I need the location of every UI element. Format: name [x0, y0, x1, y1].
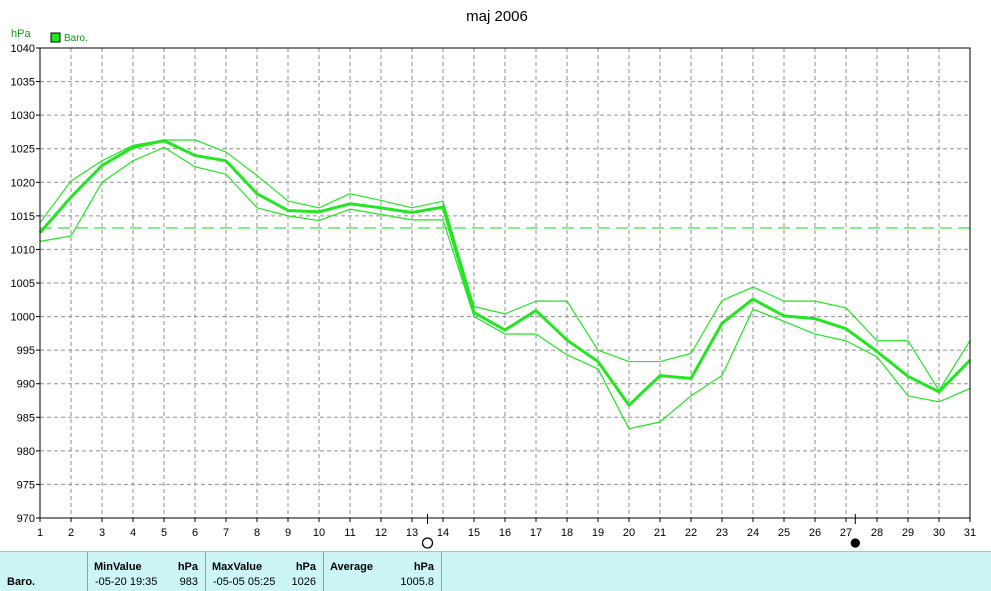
- x-tick-label: 10: [313, 527, 325, 539]
- stats-max-cell: MaxValue hPa -05-05 05:25 1026: [206, 552, 324, 591]
- min-value: 983: [179, 576, 198, 588]
- x-tick-label: 11: [344, 527, 355, 539]
- x-tick-label: 27: [840, 527, 852, 539]
- y-tick-label: 1040: [11, 43, 35, 55]
- x-tick-label: 24: [747, 527, 759, 539]
- y-tick-label: 1035: [11, 77, 35, 89]
- x-tick-label: 5: [161, 527, 167, 539]
- x-tick-label: 6: [192, 527, 198, 539]
- x-tick-label: 2: [68, 527, 74, 539]
- grid: [40, 48, 970, 518]
- x-tick-label: 9: [285, 527, 291, 539]
- max-value: 1026: [291, 576, 316, 588]
- x-tick-label: 29: [902, 527, 914, 539]
- legend-label: Baro.: [64, 33, 88, 44]
- min-header: MinValue: [94, 561, 142, 573]
- y-tick-label: 1010: [11, 244, 35, 256]
- y-tick-label: 1000: [11, 312, 35, 324]
- stats-row-label-cell: Baro.: [0, 552, 88, 591]
- stats-panel: Baro. MinValue hPa -05-20 19:35 983 MaxV…: [0, 551, 991, 591]
- x-tick-label: 16: [499, 527, 511, 539]
- y-tick-label: 990: [17, 379, 35, 391]
- x-tick-label: 22: [685, 527, 697, 539]
- avg-value: 1005.8: [400, 576, 434, 588]
- moon-markers: [421, 514, 860, 549]
- x-tick-label: 28: [871, 527, 883, 539]
- y-axis-unit: hPa: [11, 28, 31, 40]
- x-tick-label: 8: [254, 527, 260, 539]
- full-moon-icon: [421, 537, 434, 549]
- y-tick-label: 1015: [11, 211, 35, 223]
- stats-row-label: Baro.: [7, 576, 36, 588]
- series-lines: [38, 139, 972, 430]
- x-tick-label: 17: [530, 527, 542, 539]
- min-unit: hPa: [177, 561, 198, 573]
- x-tick-label: 21: [654, 527, 666, 539]
- y-tick-label: 975: [17, 479, 35, 491]
- max-time: -05-05 05:25: [213, 576, 276, 588]
- max-header: MaxValue: [212, 561, 263, 573]
- x-tick-label: 12: [375, 527, 387, 539]
- x-tick-label: 14: [437, 527, 449, 539]
- legend-swatch: [50, 32, 61, 43]
- y-tick-label: 1020: [11, 177, 35, 189]
- x-tick-label: 7: [223, 527, 229, 539]
- barometer-chart: maj 2006 hPa Baro. 970975980985990995100…: [11, 8, 977, 549]
- max-unit: hPa: [295, 561, 316, 573]
- max-series-line: [39, 139, 971, 392]
- y-tick-label: 970: [17, 513, 35, 525]
- min-time: -05-20 19:35: [95, 576, 158, 588]
- new-moon-icon: [850, 538, 860, 548]
- avg-header: Average: [330, 561, 374, 573]
- x-tick-label: 4: [130, 527, 136, 539]
- avg-unit: hPa: [413, 561, 434, 573]
- axes: 9709759809859909951000100510101015102010…: [11, 43, 977, 539]
- x-tick-label: 18: [561, 527, 573, 539]
- y-tick-label: 1005: [11, 278, 35, 290]
- x-tick-label: 15: [468, 527, 480, 539]
- chart-title: maj 2006: [466, 8, 528, 25]
- x-tick-label: 20: [623, 527, 635, 539]
- stats-min-cell: MinValue hPa -05-20 19:35 983: [88, 552, 206, 591]
- y-tick-label: 1025: [11, 144, 35, 156]
- min-series-line: [39, 146, 971, 430]
- y-tick-label: 980: [17, 446, 35, 458]
- x-tick-label: 23: [716, 527, 728, 539]
- y-tick-label: 995: [17, 345, 35, 357]
- x-tick-label: 25: [778, 527, 790, 539]
- x-tick-label: 13: [406, 527, 418, 539]
- stats-avg-cell: Average hPa 1005.8: [324, 552, 442, 591]
- x-tick-label: 26: [809, 527, 821, 539]
- x-tick-label: 30: [933, 527, 945, 539]
- x-tick-label: 3: [99, 527, 105, 539]
- x-tick-label: 19: [592, 527, 604, 539]
- avg-series-line: [38, 139, 972, 407]
- y-tick-label: 1030: [11, 110, 35, 122]
- y-tick-label: 985: [17, 412, 35, 424]
- x-tick-label: 31: [964, 527, 976, 539]
- x-tick-label: 1: [37, 527, 43, 539]
